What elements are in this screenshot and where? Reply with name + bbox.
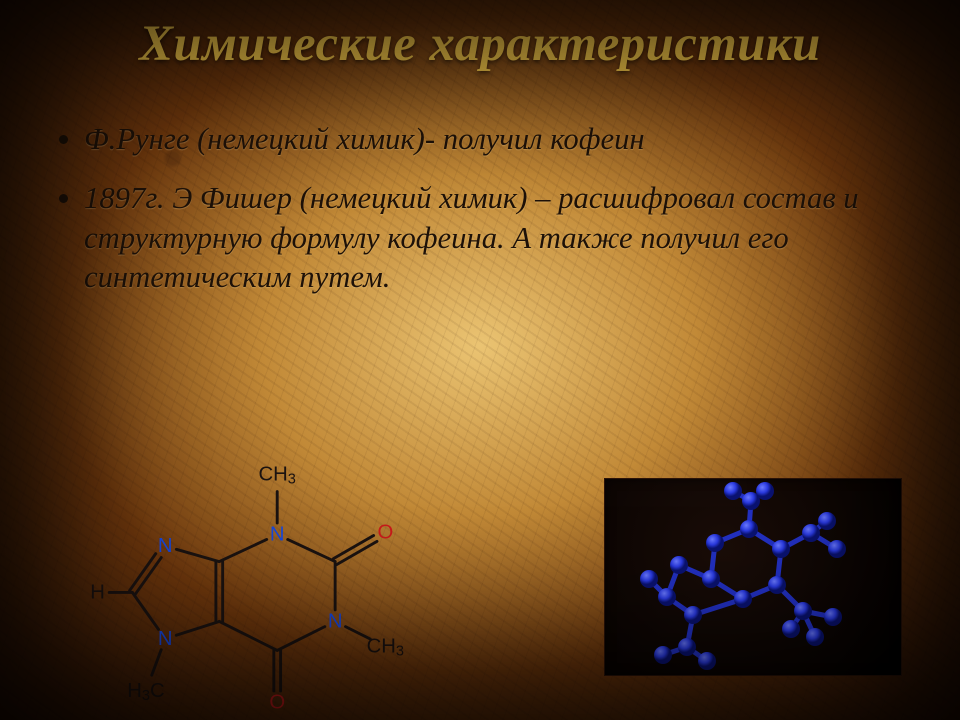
svg-text:H: H bbox=[90, 581, 105, 603]
slide-title: Химические характеристики bbox=[0, 14, 960, 72]
bullet-item: Ф.Рунге (немецкий химик)- получил кофеин bbox=[84, 120, 904, 159]
slide-root: Химические характеристики Ф.Рунге (немец… bbox=[0, 0, 960, 720]
svg-text:N: N bbox=[270, 524, 285, 546]
caffeine-2d-structure: N N N N O O CH3 CH3 H3C H bbox=[70, 438, 440, 718]
svg-text:O: O bbox=[377, 522, 393, 544]
bullet-item: 1897г. Э Фишер (немецкий химик) – расшиф… bbox=[84, 179, 904, 297]
svg-text:O: O bbox=[269, 692, 285, 714]
svg-text:N: N bbox=[158, 628, 173, 650]
svg-text:N: N bbox=[158, 535, 173, 557]
svg-text:CH3: CH3 bbox=[367, 636, 404, 660]
caffeine-3d-model bbox=[604, 478, 902, 676]
bullet-list: Ф.Рунге (немецкий химик)- получил кофеин… bbox=[56, 120, 904, 297]
svg-text:H3C: H3C bbox=[127, 680, 164, 704]
body-text: Ф.Рунге (немецкий химик)- получил кофеин… bbox=[56, 120, 904, 317]
svg-text:CH3: CH3 bbox=[259, 464, 296, 487]
svg-text:N: N bbox=[328, 610, 343, 632]
